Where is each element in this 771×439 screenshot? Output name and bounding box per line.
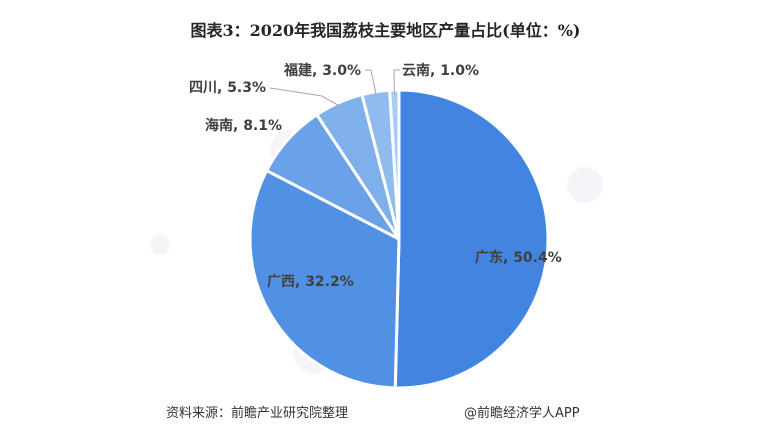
label-fujian: 福建, 3.0% <box>283 62 361 79</box>
pie-slice-广西 <box>248 169 401 390</box>
label-sichuan: 四川, 5.3% <box>189 80 266 96</box>
label-guangdong: 广东, 50.4% <box>475 249 562 266</box>
label-guangxi: 广西, 32.2% <box>267 273 354 290</box>
leader-line-四川 <box>269 87 341 107</box>
credit-note: @前瞻经济学人APP <box>464 406 580 421</box>
pie-slice-广东 <box>393 88 550 390</box>
label-yunnan: 云南, 1.0% <box>402 62 479 79</box>
leader-line-福建 <box>365 69 377 96</box>
label-hainan: 海南, 8.1% <box>205 117 282 134</box>
leader-line-云南 <box>393 69 400 95</box>
leader-lines <box>269 69 400 107</box>
source-note: 资料来源：前瞻产业研究院整理 <box>166 406 349 421</box>
pie-slices <box>248 88 550 390</box>
chart-title: 图表3：2020年我国荔枝主要地区产量占比(单位：%) <box>190 21 581 40</box>
